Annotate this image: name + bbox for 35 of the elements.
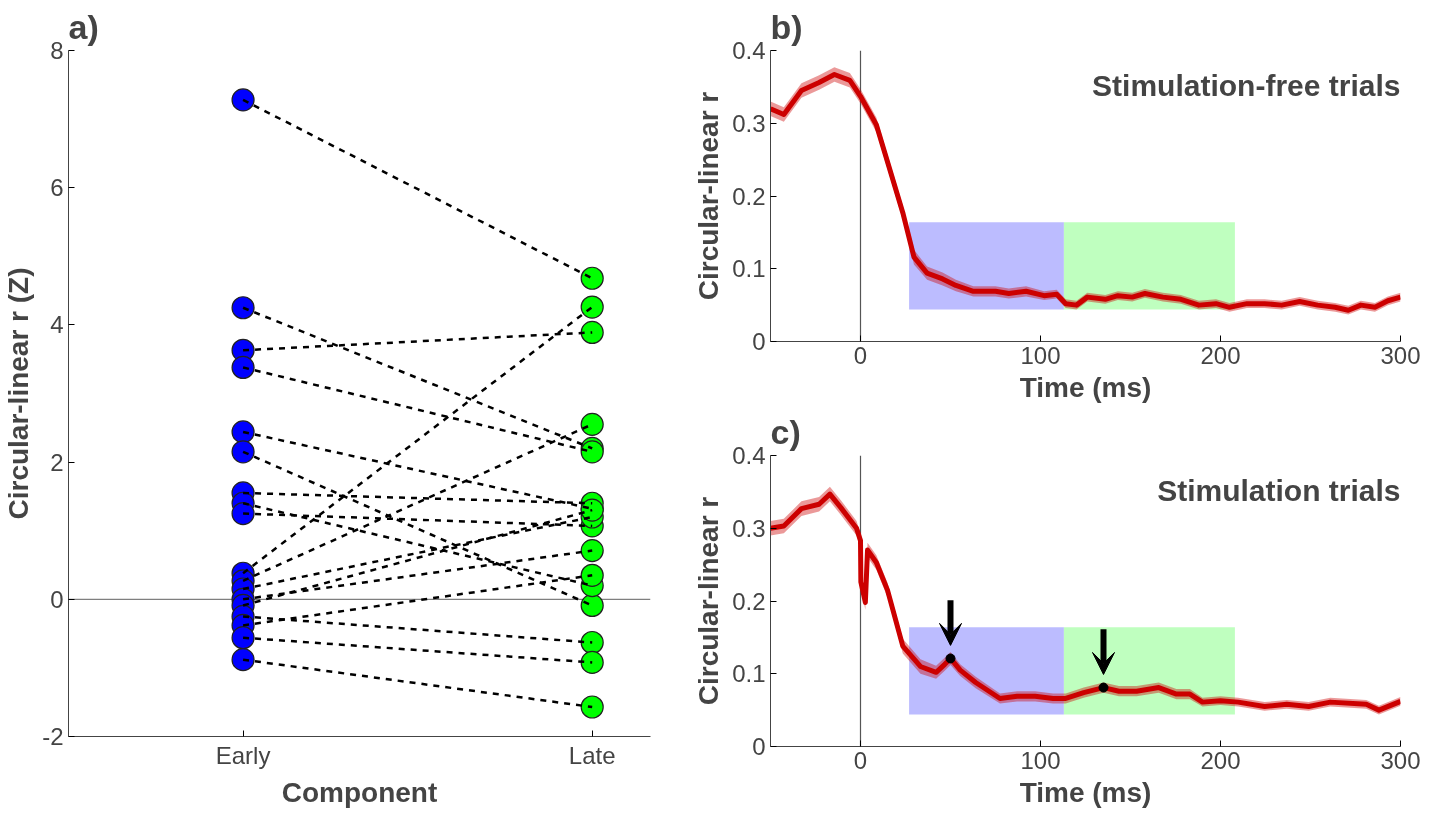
chart-title: a) (68, 7, 99, 46)
x-tick-label: 0 (853, 341, 868, 369)
y-tick-label: 0.2 (732, 587, 766, 615)
y-tick-label: -2 (42, 723, 64, 750)
y-axis-title: Circular-linear r (693, 496, 725, 706)
y-axis-title: Circular-linear r (693, 91, 725, 301)
x-tick-label: 200 (1200, 341, 1241, 369)
y-tick-label: 0.1 (732, 660, 766, 688)
x-axis-title: Time (ms) (1019, 776, 1152, 808)
x-tick-label: Late (568, 741, 616, 769)
y-tick-label: 0.3 (732, 109, 766, 137)
x-axis-title: Time (ms) (1019, 371, 1152, 403)
x-tick-label: 100 (1020, 341, 1061, 369)
x-tick-label: 200 (1200, 746, 1241, 774)
text: Stimulation trials (1157, 473, 1401, 507)
chart-title: b) (770, 7, 803, 46)
x-tick-label: 100 (1020, 746, 1061, 774)
y-tick-label: 0.4 (732, 442, 766, 469)
y-tick-label: 8 (50, 37, 64, 64)
y-tick-label: 2 (50, 448, 64, 476)
x-tick-label: 0 (853, 746, 868, 774)
x-tick-label: 300 (1380, 746, 1421, 774)
x-tick-label: Early (215, 741, 271, 769)
y-tick-label: 0.4 (732, 37, 766, 64)
y-tick-label: 4 (50, 311, 64, 339)
y-axis-title: Circular-linear r (Z) (3, 267, 35, 520)
text: Stimulation-free trials (1092, 68, 1401, 102)
y-tick-label: 0 (50, 585, 64, 613)
y-tick-label: 0.2 (732, 182, 766, 210)
x-tick-label: 300 (1380, 341, 1421, 369)
chart-title: c) (770, 412, 801, 451)
y-tick-label: 0.1 (732, 255, 766, 283)
x-axis-title: Component (281, 776, 438, 808)
y-tick-label: 6 (50, 174, 64, 202)
y-tick-label: 0.3 (732, 514, 766, 542)
